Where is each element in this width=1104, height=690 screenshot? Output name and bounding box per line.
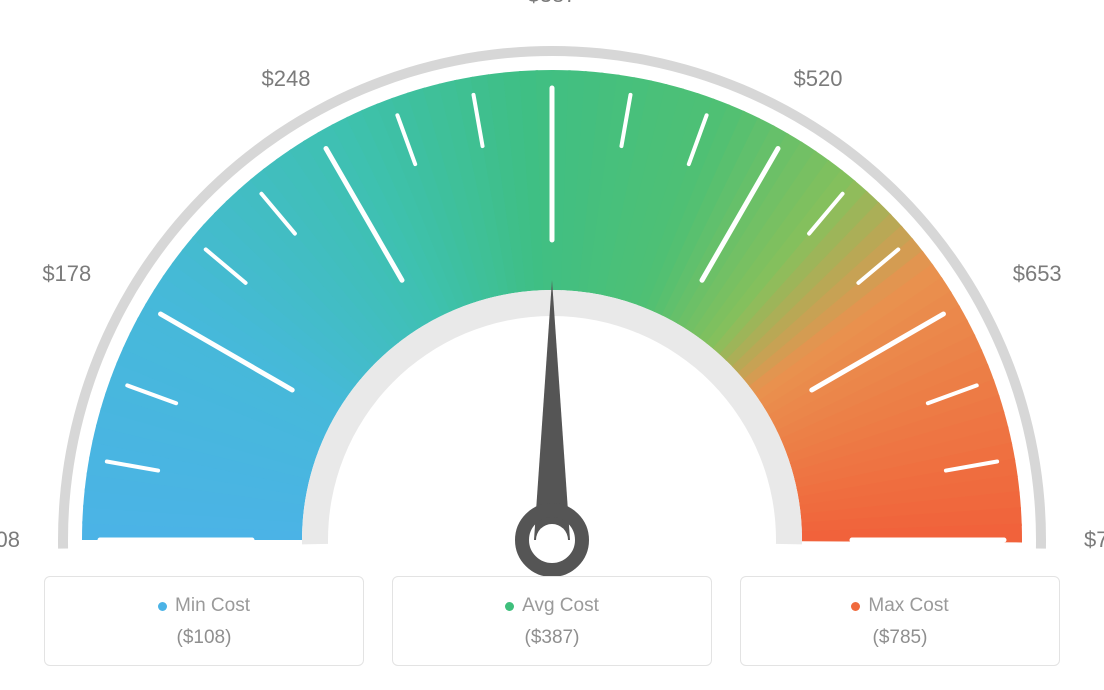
legend-value-max: ($785) — [751, 627, 1049, 649]
legend-title-avg: Avg Cost — [505, 595, 599, 617]
gauge-tick-label: $653 — [1013, 261, 1062, 287]
legend-card-max: Max Cost ($785) — [740, 576, 1060, 666]
legend-label-min: Min Cost — [175, 595, 250, 617]
legend-value-avg: ($387) — [403, 627, 701, 649]
legend-card-avg: Avg Cost ($387) — [392, 576, 712, 666]
gauge-tick-label: $178 — [42, 261, 91, 287]
legend-value-min: ($108) — [55, 627, 353, 649]
legend-card-min: Min Cost ($108) — [44, 576, 364, 666]
legend-dot-avg — [505, 602, 514, 611]
gauge-tick-label: $785 — [1084, 527, 1104, 553]
legend-label-max: Max Cost — [868, 595, 948, 617]
gauge-tick-label: $248 — [262, 66, 311, 92]
gauge-tick-label: $108 — [0, 527, 20, 553]
gauge-svg — [32, 20, 1072, 580]
gauge-tick-label: $520 — [794, 66, 843, 92]
legend-dot-max — [851, 602, 860, 611]
legend-title-max: Max Cost — [851, 595, 948, 617]
legend-label-avg: Avg Cost — [522, 595, 599, 617]
legend-dot-min — [158, 602, 167, 611]
legend-row: Min Cost ($108) Avg Cost ($387) Max Cost… — [0, 576, 1104, 666]
gauge-tick-label: $387 — [528, 0, 577, 8]
gauge-chart: $108$178$248$387$520$653$785 — [32, 20, 1072, 580]
legend-title-min: Min Cost — [158, 595, 250, 617]
